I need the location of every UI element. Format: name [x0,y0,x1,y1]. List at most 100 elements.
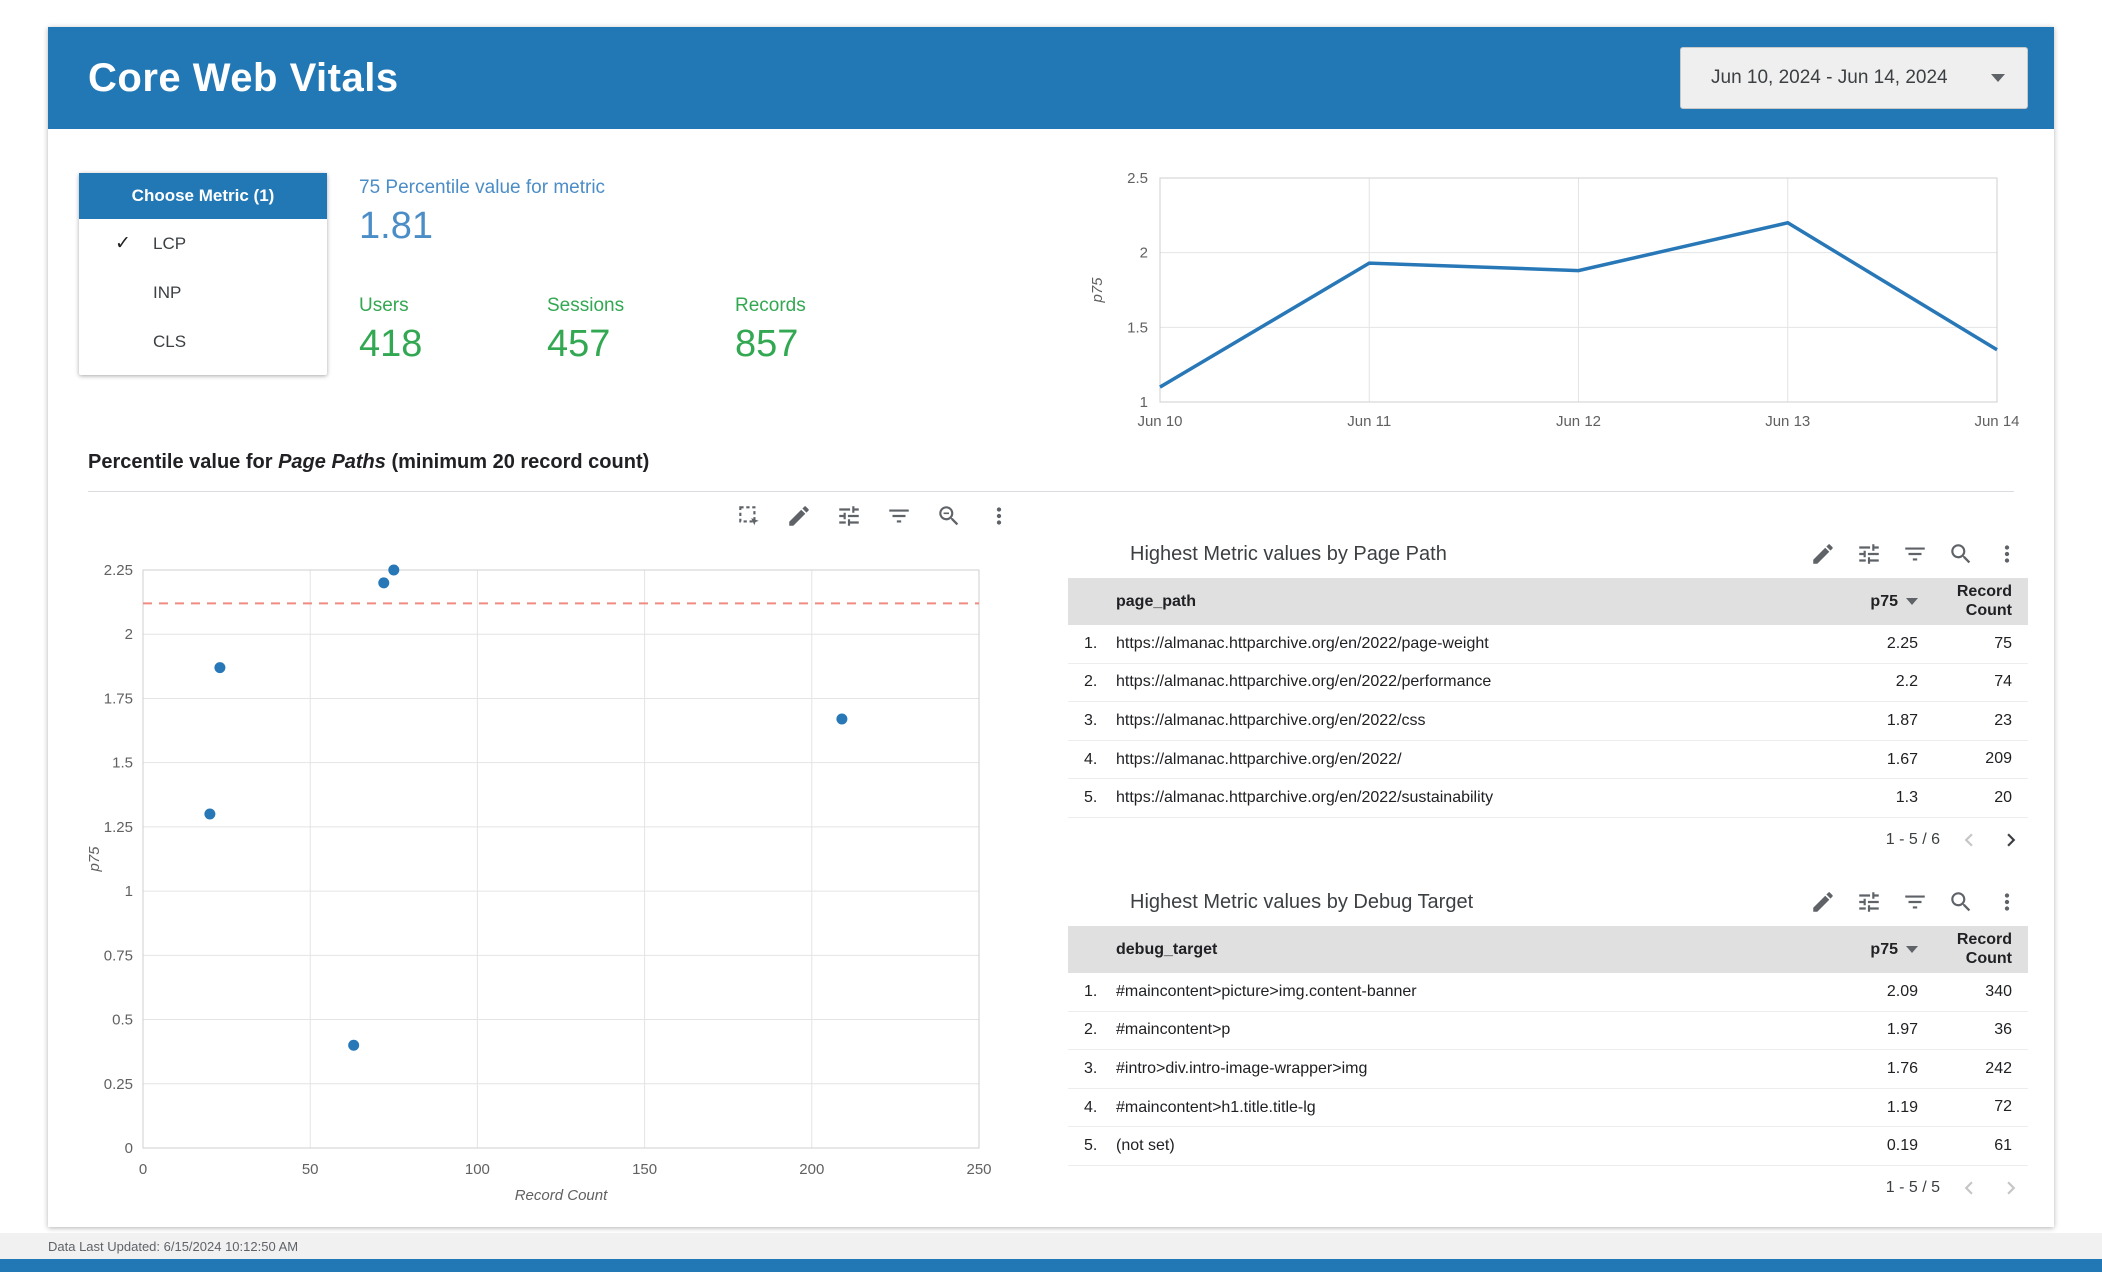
column-header-debug-target[interactable]: debug_target [1116,940,1218,958]
row-p75: 1.19 [1886,1098,1918,1116]
metric-option-label: CLS [153,331,187,351]
svg-text:2: 2 [1140,245,1148,262]
zoom-icon[interactable] [936,503,962,529]
scorecard-sessions: Sessions 457 [547,295,624,366]
filter-icon[interactable] [1902,889,1928,915]
metric-option-label: INP [153,282,182,302]
row-key: (not set) [1116,1137,1175,1155]
svg-text:50: 50 [302,1161,319,1178]
chevron-right-icon[interactable] [1998,1175,2024,1201]
date-range-selector[interactable]: Jun 10, 2024 - Jun 14, 2024 [1680,47,2028,109]
row-p75: 2.2 [1895,673,1918,691]
scatter-chart[interactable]: 0 0.25 0.5 0.75 1 1.25 1.5 1.75 2 2.25 0 50 100 150 20… [85,555,1035,1205]
page-path-table: Highest Metric values by Page Path page_… [1068,532,2028,862]
svg-text:0.25: 0.25 [104,1076,133,1093]
pagination-label: 1 - 5 / 6 [1885,830,1940,848]
svg-text:p75: p75 [1089,277,1106,304]
svg-text:1.5: 1.5 [1127,319,1148,336]
sort-caret-icon [1906,598,1918,605]
metric-selector: Choose Metric (1) ✓ LCP INP CLS [79,173,327,375]
svg-text:1.75: 1.75 [104,690,133,707]
row-p75: 2.25 [1886,634,1918,652]
table-top: Highest Metric values by Page Path [1068,532,2028,576]
tune-icon[interactable] [1856,889,1882,915]
table-row: 3. #intro>div.intro-image-wrapper>img 1.76… [1068,1050,2028,1089]
pagination: 1 - 5 / 6 [1068,818,2028,862]
table-toolbar [1810,541,2020,567]
filter-icon[interactable] [886,503,912,529]
svg-text:Jun 14: Jun 14 [1974,413,2019,430]
row-p75: 1.3 [1895,789,1918,807]
scorecard-value: 418 [359,323,423,365]
column-header-p75[interactable]: p75 [1788,593,1918,611]
row-count: 340 [1985,982,2012,1000]
scorecard-records: Records 857 [735,295,806,366]
row-index: 1. [1084,634,1098,652]
svg-text:2.5: 2.5 [1127,170,1148,187]
tune-icon[interactable] [836,503,862,529]
metric-selector-header[interactable]: Choose Metric (1) [79,173,327,219]
search-icon[interactable] [1948,541,1974,567]
chevron-left-icon[interactable] [1956,827,1982,853]
svg-text:100: 100 [465,1161,490,1178]
chevron-right-icon[interactable] [1998,827,2024,853]
row-count: 209 [1985,750,2012,768]
section-divider [88,491,2014,492]
svg-text:2: 2 [125,626,133,643]
table-row: 3. https://almanac.httparchive.org/en/202… [1068,702,2028,741]
search-icon[interactable] [1948,889,1974,915]
marquee-select-icon[interactable] [736,503,762,529]
pagination: 1 - 5 / 5 [1068,1166,2028,1210]
svg-text:150: 150 [632,1161,657,1178]
more-vert-icon[interactable] [1994,541,2020,567]
row-count: 61 [1994,1136,2012,1154]
filter-icon[interactable] [1902,541,1928,567]
table-toolbar [1810,889,2020,915]
metric-option-cls[interactable]: CLS [79,317,327,366]
row-p75: 1.87 [1886,711,1918,729]
chevron-down-icon [1991,74,2005,82]
table-header: page_path p75 Record Count [1068,578,2028,625]
edit-icon[interactable] [1810,889,1836,915]
row-p75: 1.97 [1886,1021,1918,1039]
svg-text:0: 0 [139,1161,147,1178]
row-index: 5. [1084,789,1098,807]
row-count: 242 [1985,1059,2012,1077]
scatter-toolbar [736,503,1012,529]
pagination-label: 1 - 5 / 5 [1885,1178,1940,1196]
column-header-p75[interactable]: p75 [1788,941,1918,959]
tune-icon[interactable] [1856,541,1882,567]
chevron-left-icon[interactable] [1956,1175,1982,1201]
edit-icon[interactable] [1810,541,1836,567]
row-index: 4. [1084,750,1098,768]
svg-text:250: 250 [966,1161,991,1178]
report-header: Core Web Vitals Jun 10, 2024 - Jun 14, 2… [48,27,2054,129]
table-title: Highest Metric values by Debug Target [1130,890,1474,913]
row-key: https://almanac.httparchive.org/en/2022/… [1116,789,1494,807]
more-vert-icon[interactable] [986,503,1012,529]
timeseries-chart[interactable]: 1 1.5 2 2.5 Jun 10 Jun 11 Jun 12 Jun 13 Jun 14 p7… [1080,165,2020,437]
table-top: Highest Metric values by Debug Target [1068,880,2028,924]
svg-text:p75: p75 [86,846,103,873]
report-canvas: Core Web Vitals Jun 10, 2024 - Jun 14, 2… [48,27,2054,1227]
scorecard-value: 857 [735,323,799,365]
row-index: 2. [1084,673,1098,691]
footer-accent-bar [0,1259,2102,1272]
table-row: 5. (not set) 0.19 61 [1068,1127,2028,1166]
column-header-page-path[interactable]: page_path [1116,592,1197,610]
edit-icon[interactable] [786,503,812,529]
scorecard-value: 457 [547,323,611,365]
last-updated-text: Data Last Updated: 6/15/2024 10:12:50 AM [48,1238,299,1254]
svg-text:Jun 10: Jun 10 [1137,413,1182,430]
svg-text:0.5: 0.5 [112,1012,133,1029]
scorecard-label: Users [359,295,409,316]
row-p75: 2.09 [1886,982,1918,1000]
section-title-emphasis: Page Paths [278,451,386,473]
metric-option-inp[interactable]: INP [79,268,327,317]
row-index: 2. [1084,1021,1098,1039]
column-header-record-count[interactable]: Record Count [1956,583,2012,619]
metric-option-lcp[interactable]: ✓ LCP [79,219,327,268]
more-vert-icon[interactable] [1994,889,2020,915]
column-header-record-count[interactable]: Record Count [1956,931,2012,967]
checkmark-icon: ✓ [115,233,131,254]
